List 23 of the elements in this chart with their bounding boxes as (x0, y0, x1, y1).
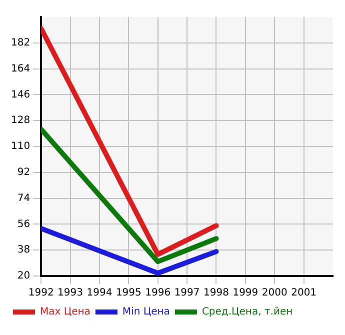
x-tick-label: 2001 (291, 288, 317, 299)
y-tick-label: 20 (17, 270, 30, 282)
x-tick-label: 2000 (262, 288, 288, 299)
x-tick-label: 1992 (28, 288, 54, 299)
y-tick-label: 164 (10, 63, 30, 74)
x-tick-label: 1994 (86, 288, 112, 299)
y-tick-label: 38 (17, 244, 30, 256)
x-tick-label: 1997 (174, 288, 200, 299)
y-tick-label: 56 (17, 218, 30, 230)
y-tick-label: 74 (17, 192, 30, 204)
y-tick-label: 92 (17, 166, 30, 178)
x-tick-label: 1993 (58, 288, 84, 299)
y-tick-label: 128 (10, 115, 30, 126)
x-tick-label: 1998 (204, 288, 229, 299)
x-tick-label: 1999 (232, 288, 258, 299)
legend-label: Сред.Цена, т.йен (202, 306, 293, 318)
legend-label: Min Цена (122, 306, 170, 318)
y-tick-label: 182 (10, 37, 30, 48)
legend-label: Max Цена (40, 306, 90, 318)
x-tick-label: 1996 (145, 288, 171, 299)
y-tick-label: 110 (10, 141, 30, 152)
y-tick-label: 146 (10, 89, 30, 100)
x-tick-label: 1995 (116, 288, 142, 299)
